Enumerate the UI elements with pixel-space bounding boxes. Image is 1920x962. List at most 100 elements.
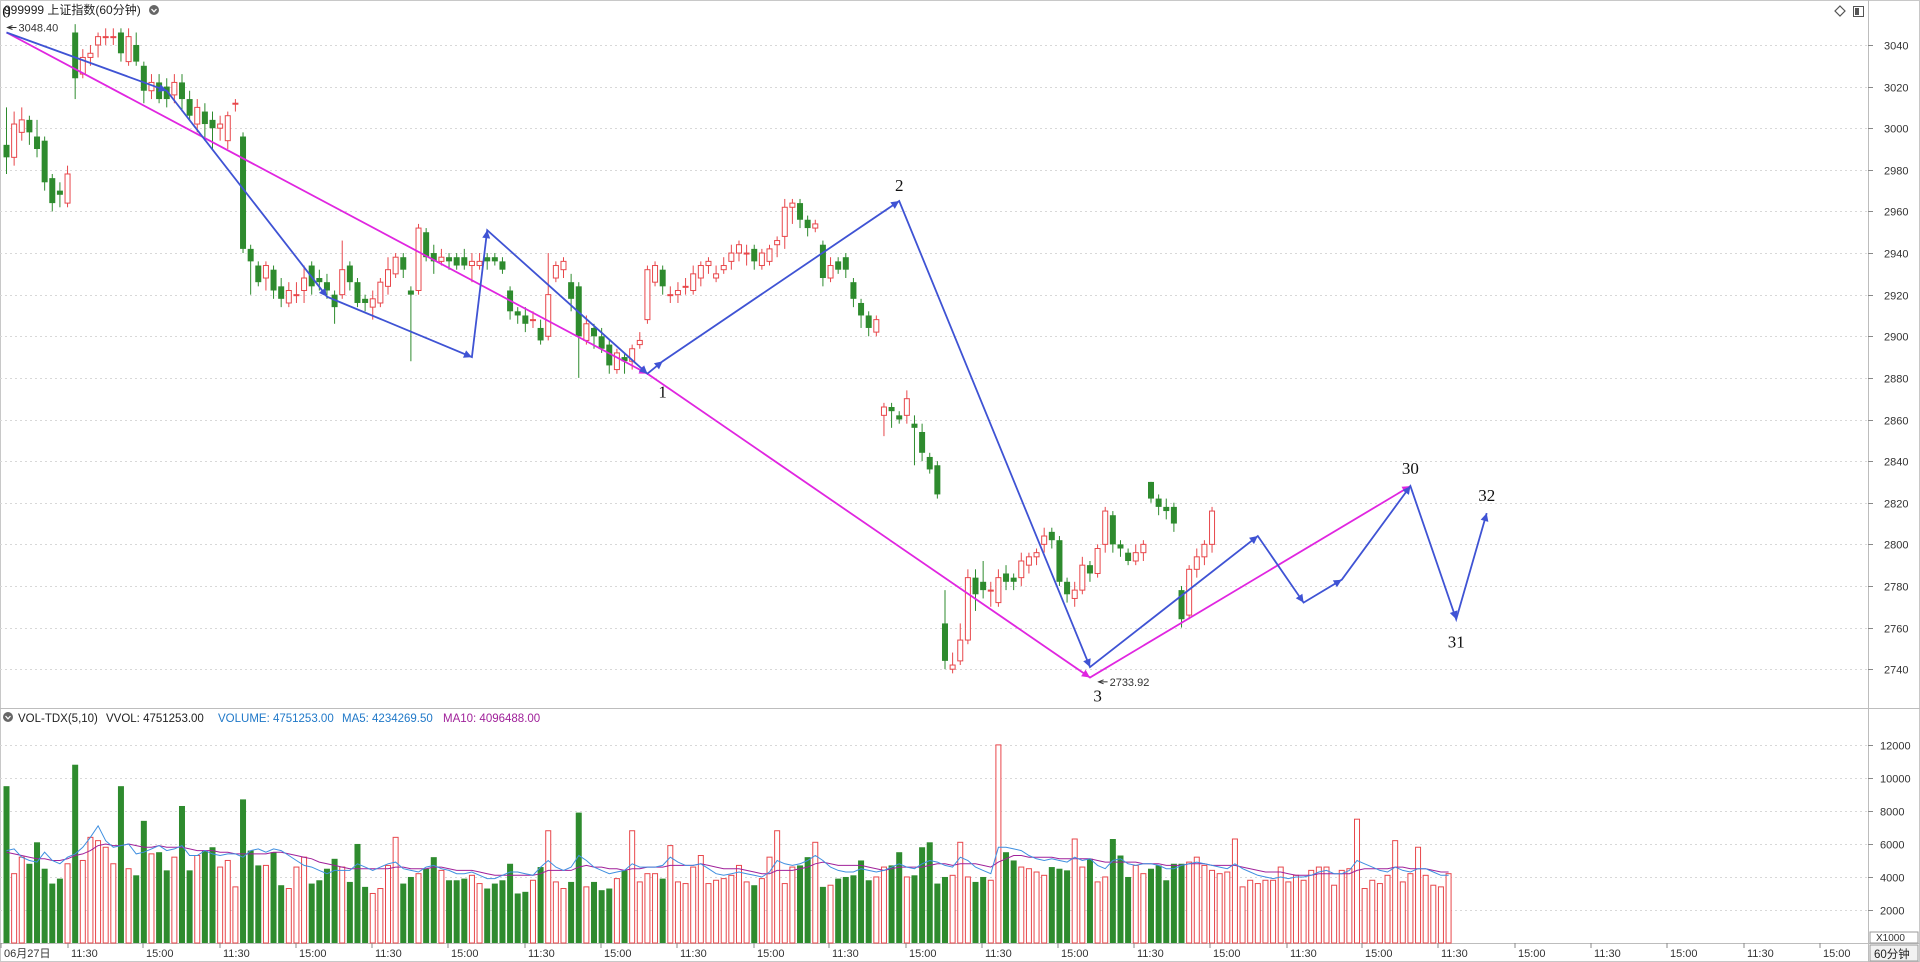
volume-bar-up [529, 879, 536, 944]
candle-body-up [957, 639, 964, 662]
volume-value: VOLUME: 4751253.00 [218, 713, 334, 725]
volume-bar-up [674, 881, 681, 944]
candle-body-up [285, 289, 292, 304]
period-button-label[interactable]: 60分钟 [1874, 947, 1910, 961]
candle-body-up [1140, 543, 1147, 554]
volume-bar-up [705, 883, 712, 944]
volume-bar-up [1437, 886, 1444, 944]
candle-body-down [797, 203, 804, 220]
volume-bar-up [1209, 869, 1216, 944]
ma10-value: MA10: 4096488.00 [443, 713, 540, 725]
volume-bar-down [1125, 876, 1132, 943]
volume-bar-down [133, 875, 140, 943]
volume-bar-down [423, 868, 430, 943]
price-tick-label: 2820 [1884, 499, 1908, 511]
volume-bar-up [1376, 883, 1383, 944]
candle-body-down [362, 298, 369, 303]
zigzag-blue-arrow [157, 84, 167, 92]
volume-bar-up [789, 866, 796, 944]
candle-body-down [522, 315, 529, 324]
candle-body-up [95, 36, 102, 46]
volume-bar-down [797, 865, 804, 943]
price-tick-label: 2880 [1884, 374, 1908, 386]
title-dropdown-icon[interactable] [149, 5, 159, 15]
candle-body-down [346, 265, 353, 283]
candle-body-up [1033, 552, 1040, 558]
volume-bar-up [1071, 838, 1078, 944]
volume-bar-up [1407, 873, 1414, 944]
candle-body-down [842, 257, 849, 270]
volume-bar-down [240, 799, 247, 943]
candle-body-down [270, 269, 277, 291]
time-tick-label: 11:30 [223, 948, 250, 960]
candle-body-up [873, 319, 880, 333]
candle-body-up [949, 664, 956, 670]
zigzag-blue-arrow [1332, 579, 1342, 588]
candle-body-down [34, 136, 41, 150]
candle-body-down [430, 253, 437, 262]
candle-body-up [232, 102, 239, 105]
candle-body-down [446, 257, 453, 262]
time-tick-label: 11:30 [985, 948, 1012, 960]
candle-body-up [224, 115, 231, 142]
zigzag-blue-arrow [1449, 610, 1458, 620]
period-button[interactable] [1869, 944, 1919, 962]
candle-body-up [1193, 556, 1200, 570]
candle-body-down [514, 311, 521, 316]
candle-body-down [911, 423, 918, 428]
volume-bar-down [484, 888, 491, 943]
volume-bar-down [941, 876, 948, 943]
candle-body-down [850, 282, 857, 299]
volume-bar-up [652, 873, 659, 944]
volume-bar-up [644, 873, 651, 944]
volume-bar-up [880, 866, 887, 944]
candle-body-up [697, 265, 704, 279]
volume-bar-up [1338, 869, 1345, 944]
volume-bar-down [896, 852, 903, 943]
zigzag-blue-arrow [1402, 486, 1411, 495]
volume-bar-up [552, 881, 559, 944]
volume-bar-down [56, 878, 63, 943]
volume-bar-up [1247, 879, 1254, 944]
time-tick-label: 15:00 [146, 948, 174, 960]
volume-bar-down [568, 881, 575, 943]
volume-bar-up [964, 876, 971, 944]
volume-axis-ticks: 12000 10000 8000 6000 4000 2000 [1868, 741, 1911, 918]
candle-body-down [1086, 565, 1093, 574]
volume-bar-down [1163, 880, 1170, 943]
price-tick-label: 2840 [1884, 457, 1908, 469]
candle-body-up [674, 289, 681, 296]
candle-body-down [621, 357, 628, 362]
volume-bar-up [224, 859, 231, 944]
candle-body-up [377, 281, 384, 304]
candle-body-up [964, 577, 971, 641]
volume-bar-up [87, 836, 94, 944]
zigzag-blue-arrow [1083, 658, 1091, 668]
time-tick-label: 15:00 [1670, 948, 1698, 960]
volume-bar-down [209, 847, 216, 943]
volume-bar-down [1109, 839, 1116, 943]
candle-body-down [537, 327, 544, 341]
volume-bar-down [1170, 863, 1177, 943]
candle-body-up [774, 240, 781, 246]
volume-dropdown-icon[interactable] [3, 712, 13, 722]
volume-bar-up [629, 830, 636, 944]
volume-bar-up [11, 873, 18, 944]
volume-bar-down [934, 883, 941, 943]
volume-bar-up [873, 876, 880, 944]
diamond-icon[interactable] [1834, 5, 1846, 17]
candle-body-up [171, 81, 178, 96]
candle-body-up [781, 206, 788, 237]
candle-body-up [438, 256, 445, 262]
volume-bar-down [926, 842, 933, 943]
candle-body-up [690, 273, 697, 291]
volume-bar-down [278, 885, 285, 943]
panel-toggle-icon[interactable] [1853, 6, 1864, 17]
volume-bar-down [446, 880, 453, 943]
volume-bar-down [911, 875, 918, 943]
time-tick-label: 06月27日 [4, 948, 50, 960]
candle-body-up [735, 244, 742, 254]
